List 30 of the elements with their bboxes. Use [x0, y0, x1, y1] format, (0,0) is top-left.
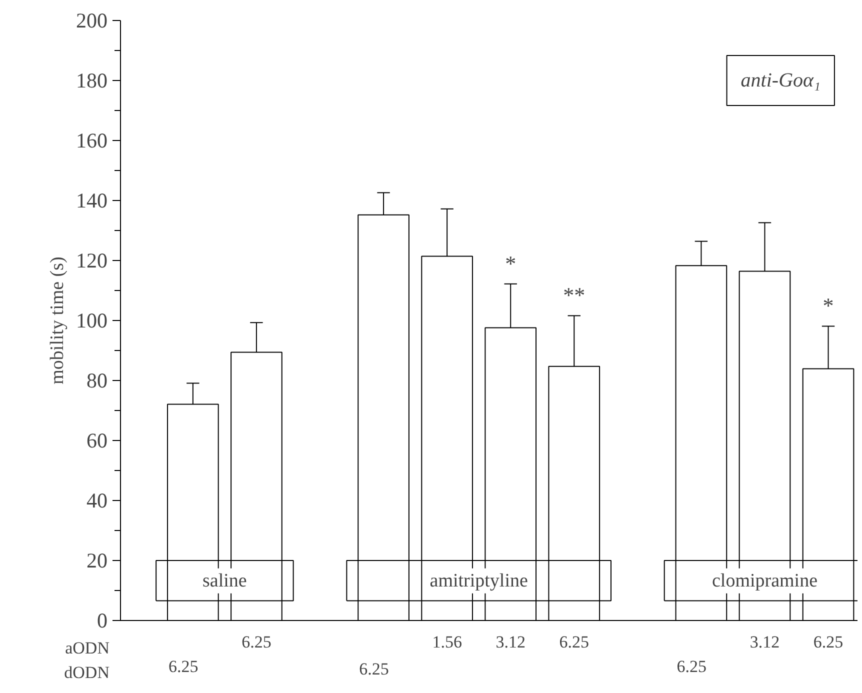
annotation: amitriptyline	[430, 570, 528, 592]
y-tick-label: 0	[97, 608, 108, 632]
text: 6.25	[676, 656, 707, 676]
text: dODN	[64, 663, 110, 682]
y-axis-title: mobility time (s)	[47, 256, 68, 384]
y-tick-label: 140	[76, 188, 108, 212]
x-tick-label: 1.56	[432, 632, 462, 652]
y-tick-label: 20	[86, 548, 108, 572]
y-tick-label: 80	[86, 368, 108, 392]
x-tick-label: 6.25	[559, 632, 590, 652]
y-tick-label: 40	[86, 488, 108, 512]
x-tick-label: 6.25	[242, 632, 272, 652]
data-label: *	[505, 250, 516, 276]
x-tick-label: 6.25	[813, 632, 844, 652]
annotation: clomipramine	[712, 570, 818, 592]
text: anti-Goα₁	[740, 70, 820, 92]
y-tick-label: 60	[86, 428, 108, 452]
y-tick-label: 200	[76, 8, 108, 32]
y-tick-label: 120	[76, 248, 108, 272]
text: 6.25	[359, 660, 389, 679]
y-tick-label: 100	[76, 308, 108, 332]
text: 6.25	[168, 656, 198, 676]
text: aODN	[65, 638, 110, 658]
x-tick-label: 3.12	[750, 632, 780, 652]
data-label: **	[563, 282, 586, 308]
x-tick-label: 3.12	[496, 632, 526, 652]
y-tick-label: 160	[76, 128, 108, 152]
data-label: *	[822, 293, 834, 318]
y-tick-label: 180	[76, 68, 108, 92]
annotation: saline	[202, 570, 247, 592]
